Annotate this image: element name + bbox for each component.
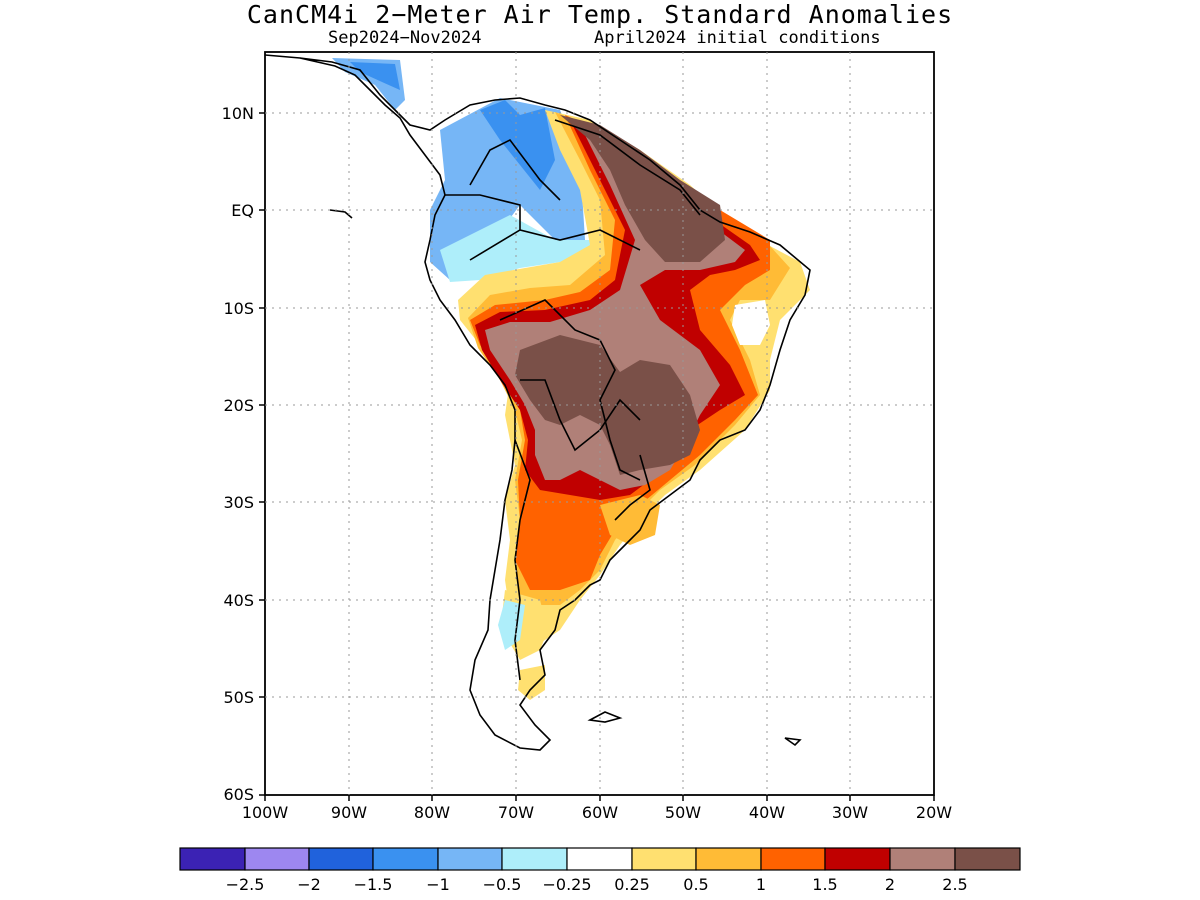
colorbar-label: −2.5 — [226, 875, 265, 894]
lat-label-50s: 50S — [223, 688, 254, 707]
lon-label-30w: 30W — [832, 803, 868, 822]
colorbar-swatch — [889, 847, 956, 871]
colorbar-label: −1 — [426, 875, 450, 894]
colorbar-swatch — [631, 847, 697, 871]
lat-label-10s: 10S — [223, 299, 254, 318]
colorbar-label: 0.25 — [614, 875, 650, 894]
lon-label-20w: 20W — [916, 803, 952, 822]
colorbar-label: −2 — [297, 875, 321, 894]
colorbar-label: 1.5 — [812, 875, 837, 894]
colorbar-swatch — [308, 847, 374, 871]
initial-conditions-subtitle: April2024 initial conditions — [594, 28, 881, 48]
lat-label-40s: 40S — [223, 591, 254, 610]
colorbar-swatch — [824, 847, 891, 871]
lon-label-100w: 100W — [242, 803, 289, 822]
colorbar-swatch — [437, 847, 503, 871]
colorbar-swatch — [244, 847, 310, 871]
colorbar-swatch — [179, 847, 246, 871]
colorbar-label: −1.5 — [354, 875, 393, 894]
colorbar-label: 1 — [756, 875, 766, 894]
colorbar-swatch — [695, 847, 762, 871]
colorbar-label: −0.25 — [542, 875, 591, 894]
lat-label-60s: 60S — [223, 785, 254, 804]
lon-label-60w: 60W — [582, 803, 618, 822]
axis-ticks — [259, 112, 935, 801]
lat-label-20s: 20S — [223, 396, 254, 415]
colorbar-swatch — [372, 847, 439, 871]
colorbar-label: −0.5 — [483, 875, 522, 894]
colorbar-label: 2 — [885, 875, 895, 894]
lon-label-50w: 50W — [665, 803, 701, 822]
season-subtitle: Sep2024−Nov2024 — [328, 28, 482, 48]
colorbar: −2.5 −2 −1.5 −1 −0.5 −0.25 0.25 0.5 1 1.… — [179, 847, 1021, 894]
lat-label-10n: 10N — [222, 104, 254, 123]
colorbar-swatch — [566, 847, 633, 871]
colorbar-swatch — [954, 847, 1021, 871]
map-title: CanCM4i 2−Meter Air Temp. Standard Anoma… — [246, 0, 954, 29]
graticule — [265, 52, 934, 795]
lon-label-70w: 70W — [498, 803, 534, 822]
colorbar-label: 0.5 — [683, 875, 708, 894]
colorbar-swatch — [501, 847, 568, 871]
lat-label-eq: EQ — [231, 201, 254, 220]
colorbar-label: 2.5 — [942, 875, 967, 894]
colorbar-swatch — [760, 847, 826, 871]
lon-label-40w: 40W — [749, 803, 785, 822]
lon-label-80w: 80W — [414, 803, 450, 822]
coastlines — [264, 54, 811, 751]
lat-label-30s: 30S — [223, 493, 254, 512]
lon-label-90w: 90W — [331, 803, 367, 822]
anomaly-shading — [332, 58, 810, 745]
